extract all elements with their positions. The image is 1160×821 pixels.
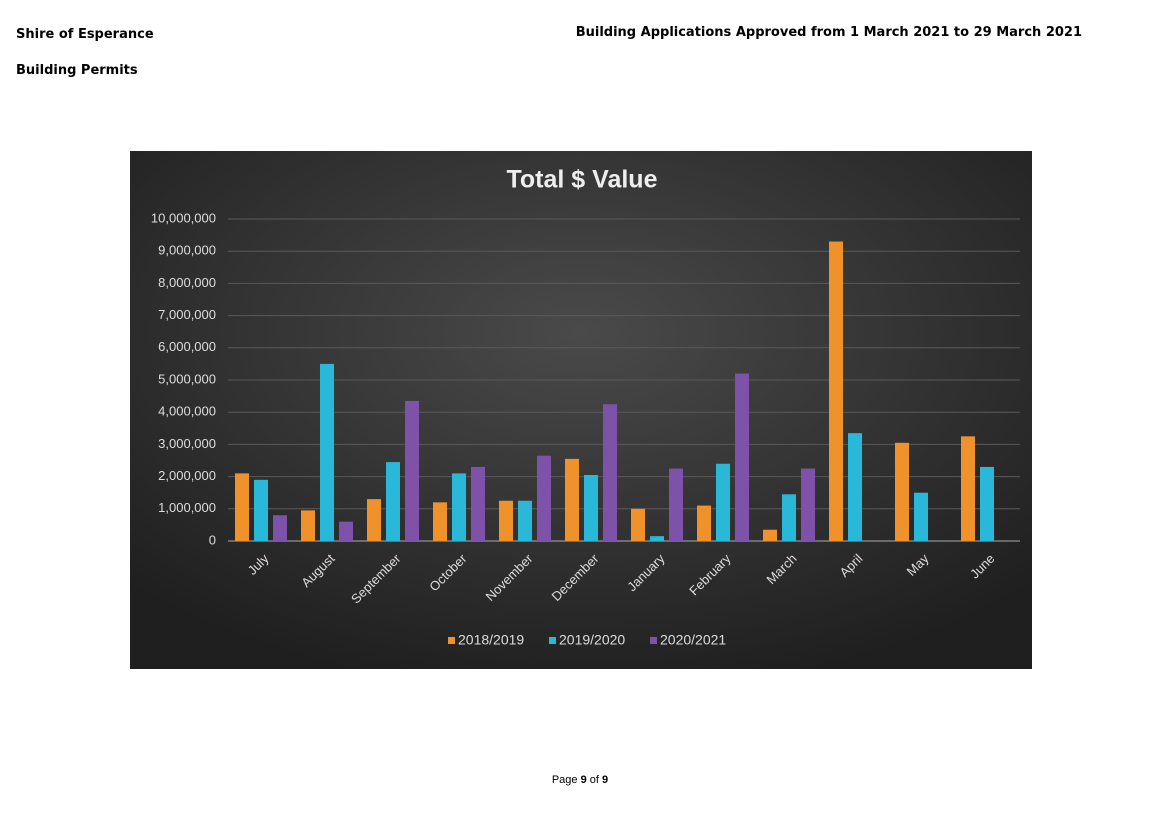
- report-title: Building Applications Approved from 1 Ma…: [575, 25, 1082, 40]
- legend-label: 2020/2021: [660, 632, 726, 648]
- bar: [320, 363, 334, 541]
- bar: [235, 473, 249, 541]
- bar: [801, 468, 815, 541]
- y-tick-label: 3,000,000: [158, 436, 216, 451]
- legend-label: 2018/2019: [458, 632, 524, 648]
- bar: [367, 499, 381, 541]
- bar: [763, 529, 777, 541]
- y-tick-label: 5,000,000: [158, 371, 216, 386]
- page-total: 9: [602, 774, 609, 786]
- legend-swatch: [549, 637, 556, 644]
- bar: [565, 458, 579, 541]
- bar: [782, 494, 796, 541]
- bar: [584, 474, 598, 541]
- bar: [537, 455, 551, 541]
- bar: [895, 442, 909, 541]
- legend-swatch: [448, 637, 455, 644]
- section: Building Permits: [16, 63, 138, 78]
- bar: [980, 466, 994, 541]
- bar: [735, 373, 749, 541]
- bar: [961, 436, 975, 541]
- bar: [631, 508, 645, 541]
- of-word: of: [589, 774, 599, 786]
- bar: [273, 515, 287, 541]
- bar: [339, 521, 353, 541]
- y-tick-label: 10,000,000: [151, 210, 216, 225]
- bar: [848, 433, 862, 541]
- bar: [386, 462, 400, 541]
- organisation: Shire of Esperance: [16, 27, 154, 42]
- y-tick-label: 0: [209, 532, 216, 547]
- chart: Total $ Value 0 1,000,000 2,000,000 3,000,0…: [130, 151, 1032, 669]
- bar: [301, 510, 315, 541]
- footer: Page 9 of 9: [0, 774, 1160, 786]
- bar: [518, 500, 532, 541]
- chart-background: [130, 151, 1032, 669]
- y-tick-label: 4,000,000: [158, 404, 216, 419]
- y-tick-label: 1,000,000: [158, 500, 216, 515]
- page-number: 9: [580, 774, 587, 786]
- bar: [914, 492, 928, 541]
- bar: [603, 404, 617, 541]
- bar: [650, 536, 664, 541]
- y-tick-label: 6,000,000: [158, 339, 216, 354]
- y-tick-label: 8,000,000: [158, 275, 216, 290]
- bar: [499, 500, 513, 541]
- bar: [471, 466, 485, 541]
- bar: [452, 473, 466, 541]
- bar: [829, 241, 843, 541]
- y-tick-label: 9,000,000: [158, 243, 216, 258]
- bar: [433, 502, 447, 541]
- legend-swatch: [650, 637, 657, 644]
- legend-label: 2019/2020: [559, 632, 625, 648]
- bar: [669, 468, 683, 541]
- page-word: Page: [551, 774, 578, 786]
- y-tick-label: 7,000,000: [158, 307, 216, 322]
- chart-title: Total $ Value: [507, 166, 658, 194]
- bar: [716, 463, 730, 541]
- bar: [254, 479, 268, 541]
- bar: [697, 505, 711, 541]
- bar: [405, 400, 419, 541]
- y-tick-label: 2,000,000: [158, 468, 216, 483]
